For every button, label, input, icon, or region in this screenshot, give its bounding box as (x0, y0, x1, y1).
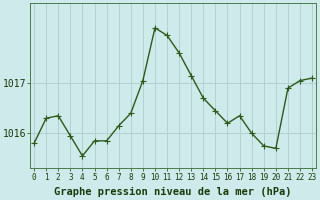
X-axis label: Graphe pression niveau de la mer (hPa): Graphe pression niveau de la mer (hPa) (54, 187, 292, 197)
